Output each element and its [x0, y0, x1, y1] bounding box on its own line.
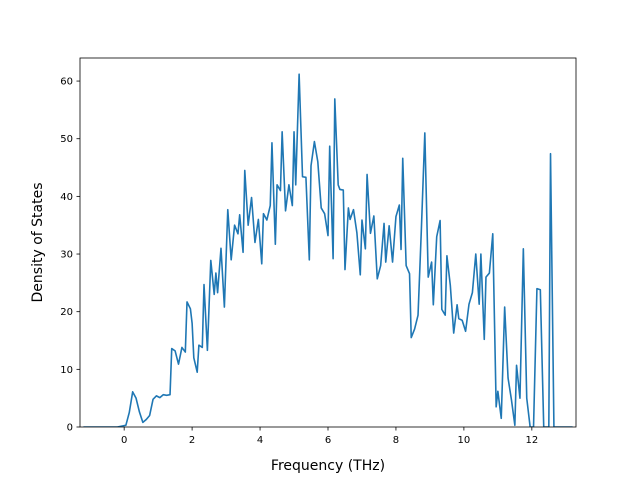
y-tick-label: 10 — [60, 365, 73, 376]
x-tick-label: 6 — [325, 435, 331, 446]
y-tick-label: 0 — [67, 423, 73, 434]
x-tick-label: 12 — [525, 435, 538, 446]
x-tick-label: 8 — [393, 435, 399, 446]
x-axis-ticks: 0 2 4 6 8 10 12 — [121, 427, 538, 446]
y-tick-label: 50 — [60, 134, 73, 145]
dos-series-line — [83, 73, 573, 427]
y-axis-label: Density of States — [30, 183, 46, 303]
x-tick-label: 4 — [257, 435, 263, 446]
axes-frame — [79, 57, 577, 428]
x-axis-label: Frequency (THz) — [271, 458, 385, 474]
y-tick-label: 40 — [60, 192, 73, 203]
y-axis-ticks: 0 10 20 30 40 50 60 — [60, 77, 80, 434]
x-tick-label: 2 — [189, 435, 195, 446]
y-tick-label: 60 — [60, 77, 73, 88]
y-tick-label: 30 — [60, 250, 73, 261]
x-tick-label: 10 — [458, 435, 471, 446]
x-tick-label: 0 — [121, 435, 127, 446]
y-tick-label: 20 — [60, 307, 73, 318]
plot-area — [83, 73, 573, 427]
